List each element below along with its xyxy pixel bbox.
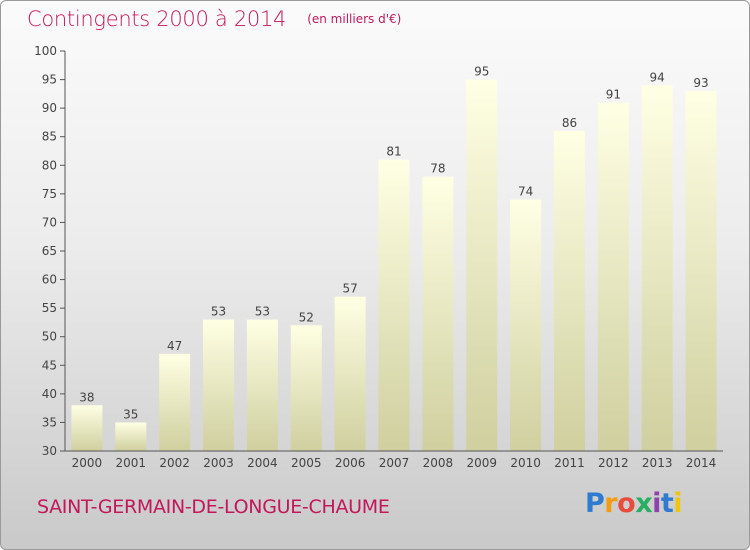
bar	[334, 296, 366, 451]
y-tick-label: 50	[42, 330, 57, 344]
bar	[246, 319, 278, 451]
data-label: 53	[255, 305, 270, 319]
chart-title: Contingents 2000 à 2014	[27, 7, 287, 31]
bar	[597, 102, 629, 451]
data-label: 86	[562, 116, 577, 130]
bar	[510, 199, 542, 451]
x-tick-label: 2011	[554, 456, 585, 470]
data-label: 94	[650, 70, 665, 84]
x-tick-label: 2013	[642, 456, 673, 470]
logo-letter: o	[617, 488, 636, 519]
x-tick-label: 2003	[203, 456, 234, 470]
logo-letter: r	[604, 488, 618, 519]
y-tick-label: 40	[42, 387, 57, 401]
y-tick-label: 75	[42, 187, 57, 201]
x-tick-label: 2012	[598, 456, 629, 470]
x-tick-label: 2001	[116, 456, 147, 470]
bar	[685, 91, 717, 451]
y-tick-label: 100	[34, 44, 57, 58]
bar	[466, 79, 498, 452]
y-tick-label: 85	[42, 130, 57, 144]
data-label: 52	[299, 310, 314, 324]
bar	[290, 325, 322, 451]
data-label: 91	[606, 87, 621, 101]
y-tick-label: 95	[42, 73, 57, 87]
y-tick-label: 70	[42, 215, 57, 229]
x-tick-label: 2002	[159, 456, 190, 470]
y-tick-label: 65	[42, 244, 57, 258]
data-label: 74	[518, 185, 533, 199]
logo-letter: t	[660, 488, 674, 519]
logo-letter: i	[652, 488, 661, 519]
data-label: 81	[386, 145, 401, 159]
x-tick-label: 2010	[510, 456, 541, 470]
commune-name: SAINT-GERMAIN-DE-LONGUE-CHAUME	[37, 496, 390, 518]
bar	[203, 319, 235, 451]
data-label: 57	[342, 282, 357, 296]
proxiti-logo: Proxiti	[585, 488, 683, 519]
data-label: 47	[167, 339, 182, 353]
chart-unit: (en milliers d'€)	[307, 12, 402, 26]
x-tick-label: 2004	[247, 456, 278, 470]
y-tick-label: 90	[42, 101, 57, 115]
bar	[159, 353, 191, 451]
data-label: 35	[123, 407, 138, 421]
y-tick-label: 30	[42, 444, 57, 458]
data-label: 38	[79, 390, 94, 404]
x-tick-label: 2005	[291, 456, 322, 470]
y-tick-label: 60	[42, 273, 57, 287]
y-tick-label: 55	[42, 301, 57, 315]
bar	[378, 159, 410, 452]
x-tick-label: 2008	[423, 456, 454, 470]
bar	[115, 422, 147, 451]
bar	[641, 85, 673, 452]
x-tick-label: 2007	[379, 456, 410, 470]
x-tick-label: 2009	[466, 456, 497, 470]
data-label: 93	[693, 76, 708, 90]
logo-letter: x	[635, 488, 653, 519]
logo-letter: i	[673, 488, 683, 519]
x-tick-label: 2014	[686, 456, 717, 470]
y-tick-label: 80	[42, 158, 57, 172]
logo-letter: P	[585, 488, 605, 519]
bar	[422, 176, 454, 451]
bar	[553, 131, 585, 451]
data-label: 78	[430, 162, 445, 176]
bar	[71, 405, 103, 451]
data-label: 53	[211, 305, 226, 319]
data-label: 95	[474, 65, 489, 79]
y-tick-label: 45	[42, 358, 57, 372]
x-tick-label: 2006	[335, 456, 366, 470]
x-tick-label: 2000	[72, 456, 103, 470]
y-tick-label: 35	[42, 415, 57, 429]
chart-title-block: Contingents 2000 à 2014 (en milliers d'€…	[27, 7, 401, 31]
